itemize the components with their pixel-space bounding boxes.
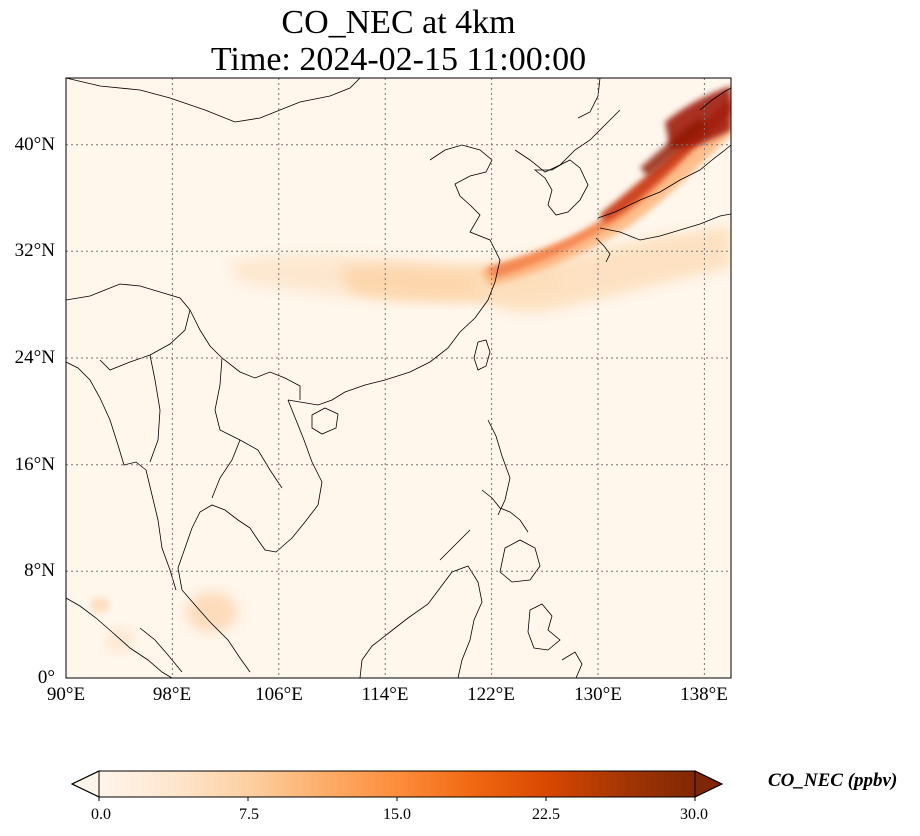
co-concentration-field [90, 86, 731, 652]
gridlines [66, 78, 731, 678]
lat-label-32n: 32°N [14, 240, 55, 261]
lon-label-130e: 130°E [574, 684, 622, 705]
lon-label-122e: 122°E [467, 684, 515, 705]
lon-label-138e: 138°E [680, 684, 728, 705]
map-title: CO_NEC at 4km Time: 2024-02-15 11:00:00 [66, 4, 731, 78]
coastlines [66, 78, 731, 678]
colorbar-gradient [99, 771, 695, 797]
lon-label-114e: 114°E [361, 684, 409, 705]
title-time: Time: 2024-02-15 11:00:00 [210, 41, 587, 78]
lat-label-8n: 8°N [24, 560, 55, 581]
colorbar-tick-0: 0.0 [91, 806, 111, 823]
colorbar-extend-max [694, 770, 724, 798]
lon-label-98e: 98°E [152, 684, 192, 705]
colorbar-tick-15: 15.0 [383, 806, 411, 823]
colorbar [70, 770, 724, 801]
lon-label-90e: 90°E [46, 684, 86, 705]
colorbar-tick-7-5: 7.5 [239, 806, 259, 823]
title-variable: CO_NEC at 4km [281, 4, 516, 41]
map-area [66, 78, 731, 678]
lat-label-24n: 24°N [14, 347, 55, 368]
lat-label-40n: 40°N [14, 134, 55, 155]
map-frame [65, 77, 732, 679]
colorbar-tick-22-5: 22.5 [532, 806, 560, 823]
colorbar-tick-30: 30.0 [680, 806, 708, 823]
lon-label-106e: 106°E [255, 684, 303, 705]
colorbar-extend-min [70, 770, 100, 798]
colorbar-label: CO_NEC (ppbv) [768, 770, 898, 791]
lat-label-16n: 16°N [14, 454, 55, 475]
lat-label-0: 0° [37, 667, 55, 688]
